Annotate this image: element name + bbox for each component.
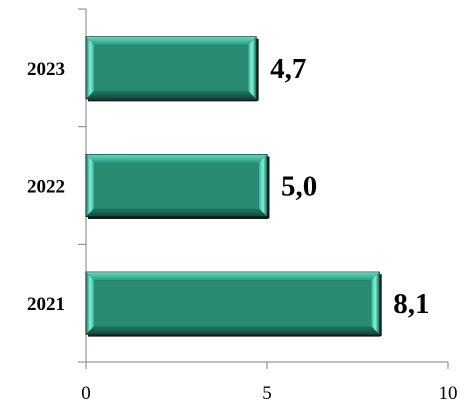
bar-bevel-left (86, 272, 94, 335)
bar-2021 (85, 271, 382, 337)
bar-face (94, 162, 259, 209)
bar-2023 (85, 36, 259, 102)
bar-bevel-top (86, 272, 380, 281)
data-label-2023: 4,7 (270, 53, 306, 85)
value-tick-label: 5 (262, 383, 272, 404)
bar-bevel-top (86, 36, 257, 45)
bar-face (94, 280, 372, 327)
bar-2022 (85, 154, 270, 219)
value-tick-label: 0 (81, 383, 91, 404)
bars-layer (85, 36, 382, 337)
bar-bevel-bottom (86, 90, 257, 99)
bar-bevel-bottom (86, 208, 267, 217)
category-label-2022: 2022 (27, 177, 65, 198)
bar-bevel-right (259, 154, 267, 217)
bar-bevel-left (86, 36, 94, 99)
bar-bevel-left (86, 154, 94, 217)
bar-face (94, 44, 249, 91)
category-label-2023: 2023 (27, 59, 65, 80)
category-label-2021: 2021 (27, 294, 65, 315)
labels-layer: 0 5 10 2021 8,1 2022 5,0 2023 4,7 (27, 53, 458, 404)
bar-bevel-right (371, 272, 380, 335)
bar-bevel-bottom (86, 326, 380, 335)
data-label-2022: 5,0 (281, 171, 317, 203)
value-tick-label: 10 (439, 383, 458, 404)
bar-bevel-top (86, 154, 267, 163)
bar-bevel-right (248, 36, 257, 99)
data-label-2021: 8,1 (393, 288, 429, 320)
